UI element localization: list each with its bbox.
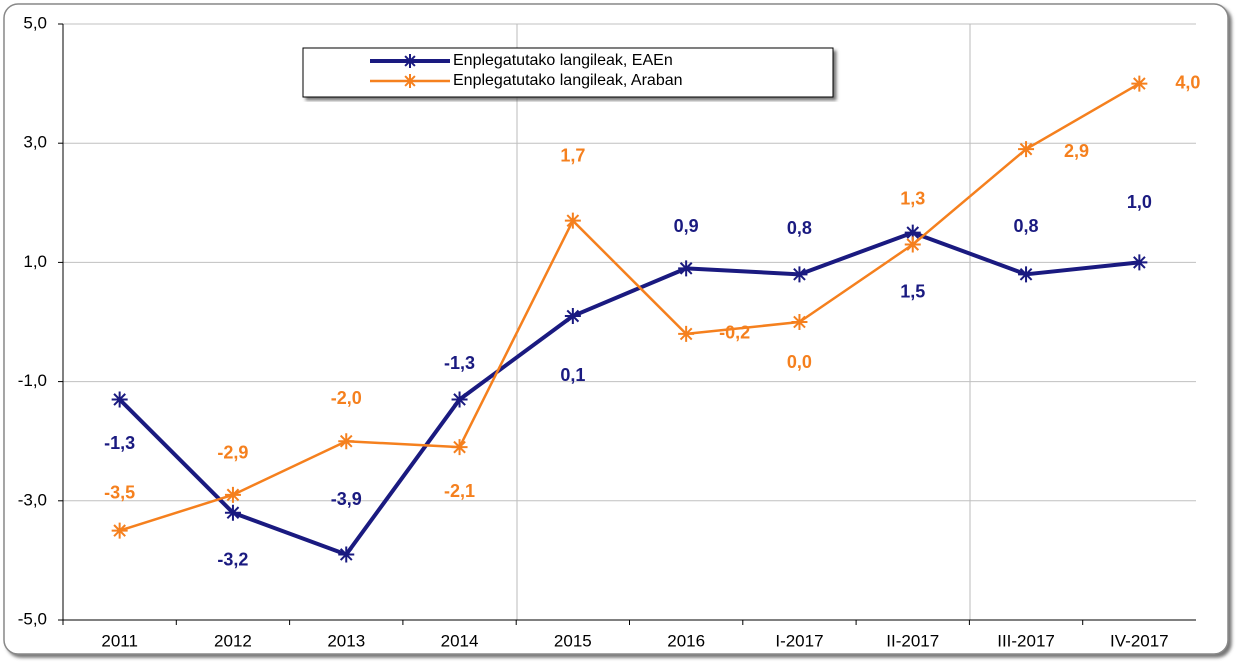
data-label: 1,0 bbox=[1127, 192, 1152, 212]
x-tick-label: 2011 bbox=[101, 631, 138, 650]
marker bbox=[111, 391, 128, 408]
legend-box bbox=[302, 47, 834, 98]
marker bbox=[904, 236, 921, 253]
x-tick-label: 2013 bbox=[327, 631, 365, 650]
x-tick-label: 2014 bbox=[441, 631, 479, 650]
y-tick-label: 5,0 bbox=[23, 13, 47, 32]
data-label: 0,8 bbox=[787, 218, 812, 238]
marker bbox=[678, 260, 695, 277]
data-label: -1,3 bbox=[444, 353, 475, 373]
legend-label: Enplegatutako langileak, EAEn bbox=[453, 52, 673, 69]
marker bbox=[224, 486, 241, 503]
x-tick-label: 2012 bbox=[214, 631, 252, 650]
marker bbox=[451, 439, 468, 456]
marker bbox=[564, 308, 581, 325]
data-label: -3,5 bbox=[104, 482, 135, 502]
marker bbox=[451, 391, 468, 408]
y-tick-label: -3,0 bbox=[18, 490, 47, 509]
data-label: -2,9 bbox=[217, 443, 248, 463]
data-label: -2,0 bbox=[331, 388, 362, 408]
data-label: 1,5 bbox=[900, 281, 925, 301]
marker bbox=[111, 522, 128, 539]
marker bbox=[678, 325, 695, 342]
data-label: 1,7 bbox=[560, 145, 585, 165]
marker bbox=[1018, 266, 1035, 283]
x-tick-label: 2015 bbox=[554, 631, 592, 650]
data-label: 1,3 bbox=[900, 188, 925, 208]
y-tick-label: 1,0 bbox=[23, 252, 47, 271]
marker bbox=[1018, 141, 1035, 158]
marker bbox=[338, 546, 355, 563]
data-label: -3,9 bbox=[331, 489, 362, 509]
data-label: 2,9 bbox=[1064, 141, 1089, 161]
y-tick-label: 3,0 bbox=[23, 133, 47, 152]
series-line bbox=[119, 82, 1140, 532]
x-tick-label: IV-2017 bbox=[1110, 631, 1169, 650]
data-label: 0,8 bbox=[1014, 216, 1039, 236]
marker bbox=[564, 212, 581, 229]
x-tick-label: 2016 bbox=[667, 631, 705, 650]
marker bbox=[224, 504, 241, 521]
y-tick-label: -5,0 bbox=[18, 609, 47, 628]
marker bbox=[791, 266, 808, 283]
data-label: 0,9 bbox=[674, 216, 699, 236]
data-label: -3,2 bbox=[217, 549, 248, 569]
legend-marker bbox=[403, 54, 417, 68]
marker bbox=[1131, 75, 1148, 92]
legend: Enplegatutako langileak, EAEn Enplegatuta… bbox=[302, 47, 834, 98]
series-line bbox=[118, 230, 1140, 557]
data-label: -1,3 bbox=[104, 433, 135, 453]
x-tick-label: II-2017 bbox=[886, 631, 939, 650]
legend-marker bbox=[403, 74, 417, 88]
marker bbox=[904, 224, 921, 241]
y-tick-label: -1,0 bbox=[18, 371, 47, 390]
chart-frame bbox=[3, 3, 1229, 655]
marker bbox=[791, 314, 808, 330]
data-label: 0,0 bbox=[787, 352, 812, 372]
legend-label: Enplegatutako langileak, Araban bbox=[453, 72, 683, 89]
data-label: -0,2 bbox=[719, 323, 750, 343]
marker bbox=[1131, 254, 1148, 271]
data-label: -2,1 bbox=[444, 481, 475, 501]
marker bbox=[338, 433, 355, 450]
data-label: 0,1 bbox=[560, 365, 585, 385]
data-label: 4,0 bbox=[1175, 72, 1200, 92]
x-tick-label: I-2017 bbox=[775, 631, 823, 650]
x-tick-label: III-2017 bbox=[997, 631, 1055, 650]
